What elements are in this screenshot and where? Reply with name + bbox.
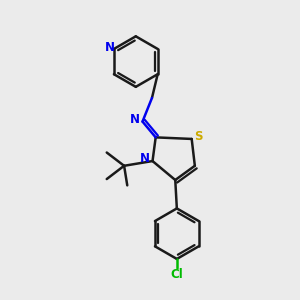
Text: N: N xyxy=(140,152,150,165)
Text: N: N xyxy=(130,112,140,126)
Text: Cl: Cl xyxy=(170,268,183,281)
Text: N: N xyxy=(105,41,115,54)
Text: S: S xyxy=(194,130,203,143)
